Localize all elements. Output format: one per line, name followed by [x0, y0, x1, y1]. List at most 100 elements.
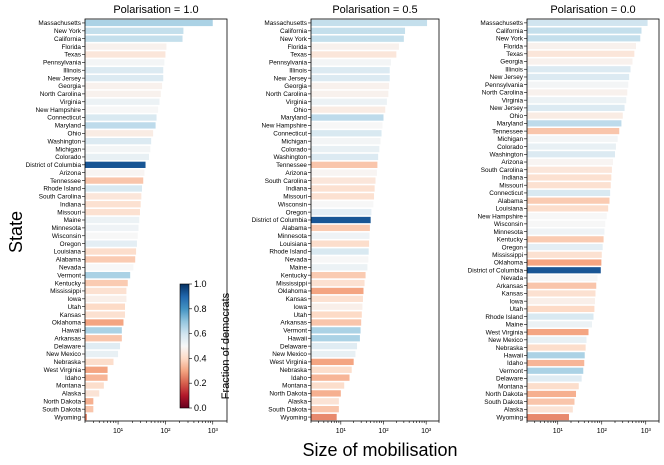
bar: [85, 193, 142, 200]
x-tick-label: 10¹: [553, 428, 564, 435]
bar: [85, 161, 146, 168]
y-tick-label: Alabama: [56, 257, 82, 264]
y-tick-label: Massachusetts: [264, 20, 307, 27]
colorbar-tick-label: 0.4: [194, 353, 207, 363]
y-tick-label: Delaware: [54, 343, 81, 350]
bar: [311, 114, 384, 121]
x-tick-label: 10²: [160, 428, 171, 435]
y-tick-label: New York: [54, 28, 82, 35]
y-tick-label: Indiana: [60, 201, 81, 208]
y-tick-label: Utah: [68, 304, 82, 311]
panel-title: Polarisation = 0.5: [332, 4, 417, 16]
bar: [527, 19, 648, 26]
bar: [85, 98, 160, 105]
y-tick-label: New York: [280, 36, 308, 43]
y-tick-label: Minnesota: [494, 229, 524, 236]
bar: [311, 248, 369, 255]
y-tick-label: Nevada: [501, 275, 523, 282]
bar: [527, 375, 582, 382]
y-tick-label: Georgia: [58, 83, 81, 90]
y-tick-label: Kansas: [286, 296, 307, 303]
y-tick-label: Maine: [506, 322, 524, 329]
bar: [527, 58, 633, 65]
bar: [85, 59, 165, 66]
bar: [527, 81, 629, 88]
bar: [527, 97, 627, 104]
bar: [311, 295, 363, 302]
y-tick-label: South Dakota: [268, 406, 307, 413]
y-tick-label: New Jersey: [274, 75, 308, 82]
bar: [85, 272, 131, 279]
bar: [311, 185, 375, 192]
x-tick-label: 10¹: [113, 428, 124, 435]
bar: [311, 240, 370, 247]
bar: [311, 122, 383, 129]
bar: [311, 382, 345, 389]
bar: [85, 169, 145, 176]
bar: [311, 390, 341, 397]
y-tick-label: Maine: [64, 217, 82, 224]
y-tick-label: Arizona: [59, 170, 81, 177]
axes-frame: [526, 18, 660, 422]
bar: [311, 27, 406, 34]
bar: [311, 287, 364, 295]
panel-3: Polarisation = 0.0 MassachusettsCaliforni…: [468, 4, 660, 435]
bar: [311, 366, 352, 373]
bar: [85, 130, 154, 137]
bar: [85, 51, 166, 58]
y-tick-label: Washington: [273, 154, 307, 161]
y-tick-label: North Carolina: [266, 91, 308, 98]
bar: [85, 74, 164, 82]
y-tick-label: Nebraska: [496, 345, 524, 352]
y-axis-label: State: [6, 211, 26, 253]
y-tick-label: Vermont: [499, 368, 523, 375]
bar: [311, 398, 339, 405]
y-tick-label: Montana: [56, 383, 81, 390]
y-tick-label: Idaho: [291, 375, 307, 382]
bar: [85, 327, 122, 334]
y-tick-label: Colorado: [55, 154, 81, 161]
bar: [85, 177, 144, 184]
bar: [527, 135, 618, 142]
bar: [527, 104, 625, 111]
bar: [311, 224, 370, 232]
panel-2: Polarisation = 0.5 MassachusettsCaliforni…: [252, 4, 440, 435]
y-tick-label: Kansas: [502, 291, 523, 298]
colorbar-label: Fraction of democrats: [220, 292, 232, 399]
bar: [85, 145, 151, 153]
bar: [85, 208, 140, 216]
y-tick-label: Missouri: [283, 194, 307, 201]
y-tick-label: North Dakota: [485, 391, 523, 398]
y-tick-label: Iowa: [68, 296, 82, 303]
y-tick-label: Tennessee: [492, 128, 523, 135]
axes-frame: [310, 18, 440, 422]
bar: [85, 67, 164, 74]
bar: [85, 106, 159, 113]
bar: [527, 344, 586, 351]
bar: [527, 151, 615, 158]
y-tick-label: Texas: [64, 52, 81, 59]
bar: [311, 98, 387, 105]
y-tick-label: Arizona: [501, 159, 523, 166]
bar: [527, 290, 596, 297]
y-tick-label: Virginia: [502, 97, 524, 104]
y-tick-label: South Carolina: [39, 194, 82, 201]
y-tick-label: South Carolina: [481, 167, 524, 174]
y-tick-label: South Dakota: [484, 399, 523, 406]
y-tick-label: North Carolina: [40, 91, 82, 98]
y-tick-label: Idaho: [65, 375, 81, 382]
y-tick-label: Minnesota: [278, 233, 308, 240]
bar: [85, 256, 136, 263]
y-tick-label: Iowa: [294, 304, 308, 311]
bar: [527, 66, 631, 73]
y-tick-label: Connecticut: [489, 190, 523, 197]
y-tick-label: Oregon: [286, 209, 308, 216]
y-tick-label: Vermont: [57, 272, 81, 279]
y-tick-label: Arkansas: [54, 335, 81, 342]
bar: [85, 319, 124, 326]
y-tick-label: Florida: [287, 44, 307, 51]
bar: [311, 327, 361, 334]
y-tick-label: Oklahoma: [278, 288, 308, 295]
y-tick-label: Utah: [294, 312, 308, 319]
